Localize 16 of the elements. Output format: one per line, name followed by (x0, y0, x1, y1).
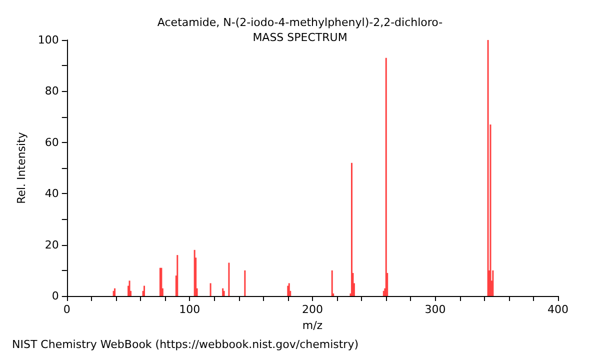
chart-subtitle: MASS SPECTRUM (252, 31, 348, 44)
text: NIST Chemistry WebBook (https://webbook.nist.gov/chemistry) (12, 338, 358, 351)
x-tick-label: 200 (302, 303, 323, 316)
y-tick-label: 100 (38, 34, 59, 46)
y-axis-title: Rel. Intensity (15, 132, 28, 204)
y-tick-label: 80 (44, 84, 59, 98)
x-tick-label: 300 (424, 303, 446, 316)
y-tick-label: 40 (44, 187, 59, 200)
y-tick-label: 60 (44, 136, 59, 149)
x-tick-label: 100 (179, 303, 200, 316)
y-tick-label: 20 (44, 238, 59, 252)
y-tick-label: 0 (52, 290, 59, 302)
chart-title: Acetamide, N-(2-iodo-4-methylphenyl)-2,2-dichloro- (157, 16, 443, 29)
x-axis-title: m/z (302, 318, 323, 332)
x-tick-label: 0 (63, 303, 70, 316)
x-tick-label: 400 (548, 303, 568, 316)
